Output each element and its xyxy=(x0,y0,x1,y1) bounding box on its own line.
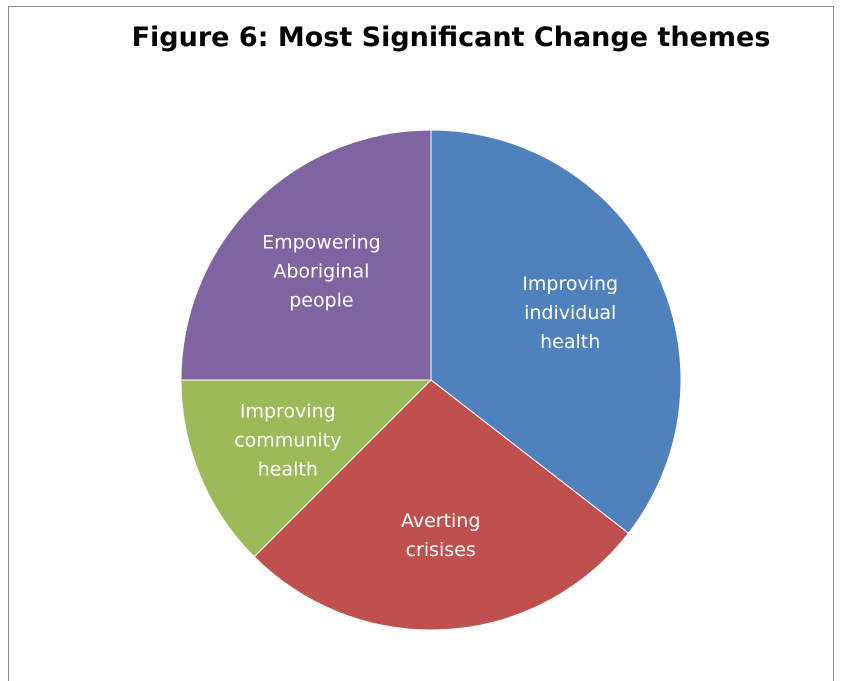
pie-slice-1 xyxy=(253,379,630,631)
slice-label-1: Averting crisises xyxy=(401,510,480,561)
pie-slice-0 xyxy=(430,129,682,534)
chart-title: Figure 6: Most Significant Change themes xyxy=(131,22,771,53)
slice-label-0: Improving individual health xyxy=(522,273,618,353)
pie-slice-3 xyxy=(180,129,432,381)
slice-label-2: Improving community health xyxy=(234,400,341,480)
slice-label-3: Empowering Aboriginal people xyxy=(262,231,381,311)
pie-slice-2 xyxy=(180,379,433,558)
